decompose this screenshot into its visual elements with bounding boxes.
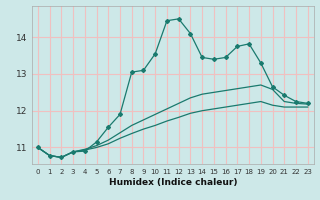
X-axis label: Humidex (Indice chaleur): Humidex (Indice chaleur) [108,178,237,187]
